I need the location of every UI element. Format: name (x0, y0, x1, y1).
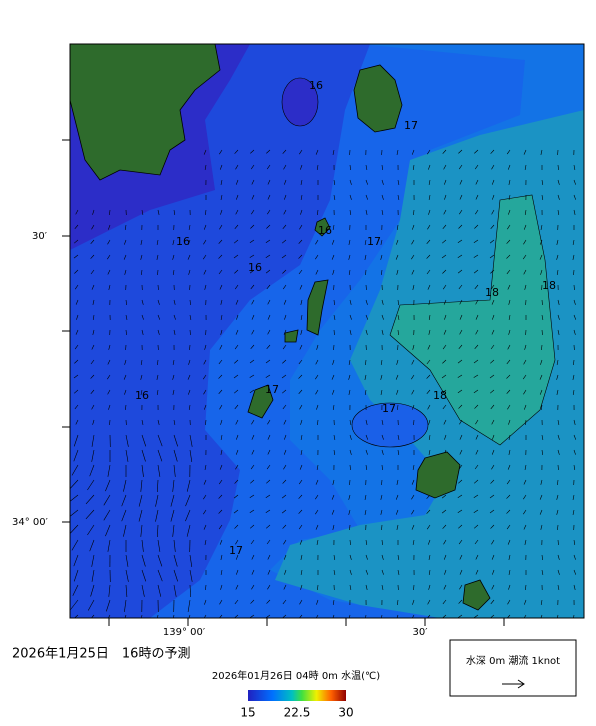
lat-label: 34° 00′ (12, 517, 49, 528)
sea (69, 44, 584, 627)
contour-label: 16 (135, 389, 149, 402)
colorbar-tick: 30 (338, 706, 353, 720)
lon-label: 30′ (413, 627, 429, 638)
lon-label: 139° 00′ (163, 627, 206, 638)
contour-label: 16 (309, 79, 323, 92)
colorbar (248, 690, 346, 701)
colorbar-title: 2026年01月26日 04時 0m 水温(℃) (212, 669, 380, 682)
colorbar-ticks: 15 22.5 30 (240, 706, 353, 720)
contour-label: 17 (382, 402, 396, 415)
colorbar-tick: 22.5 (284, 706, 311, 720)
colorbar-tick: 15 (240, 706, 255, 720)
forecast-title: 2026年1月25日 16時の予測 (12, 647, 190, 662)
contour-label: 16 (318, 224, 332, 237)
contour-label: 16 (176, 235, 190, 248)
legend-text: 水深 0m 潮流 1knot (466, 654, 560, 667)
contour-label: 17 (404, 119, 418, 132)
lat-label: 30′ (32, 231, 48, 242)
contour-label: 17 (265, 383, 279, 396)
contour-label: 17 (229, 544, 243, 557)
contour-label: 18 (542, 279, 556, 292)
contour-label: 18 (485, 286, 499, 299)
legend-box (450, 640, 576, 696)
contour-label: 18 (433, 389, 447, 402)
contour-label: 17 (367, 235, 381, 248)
contour-label: 16 (248, 261, 262, 274)
